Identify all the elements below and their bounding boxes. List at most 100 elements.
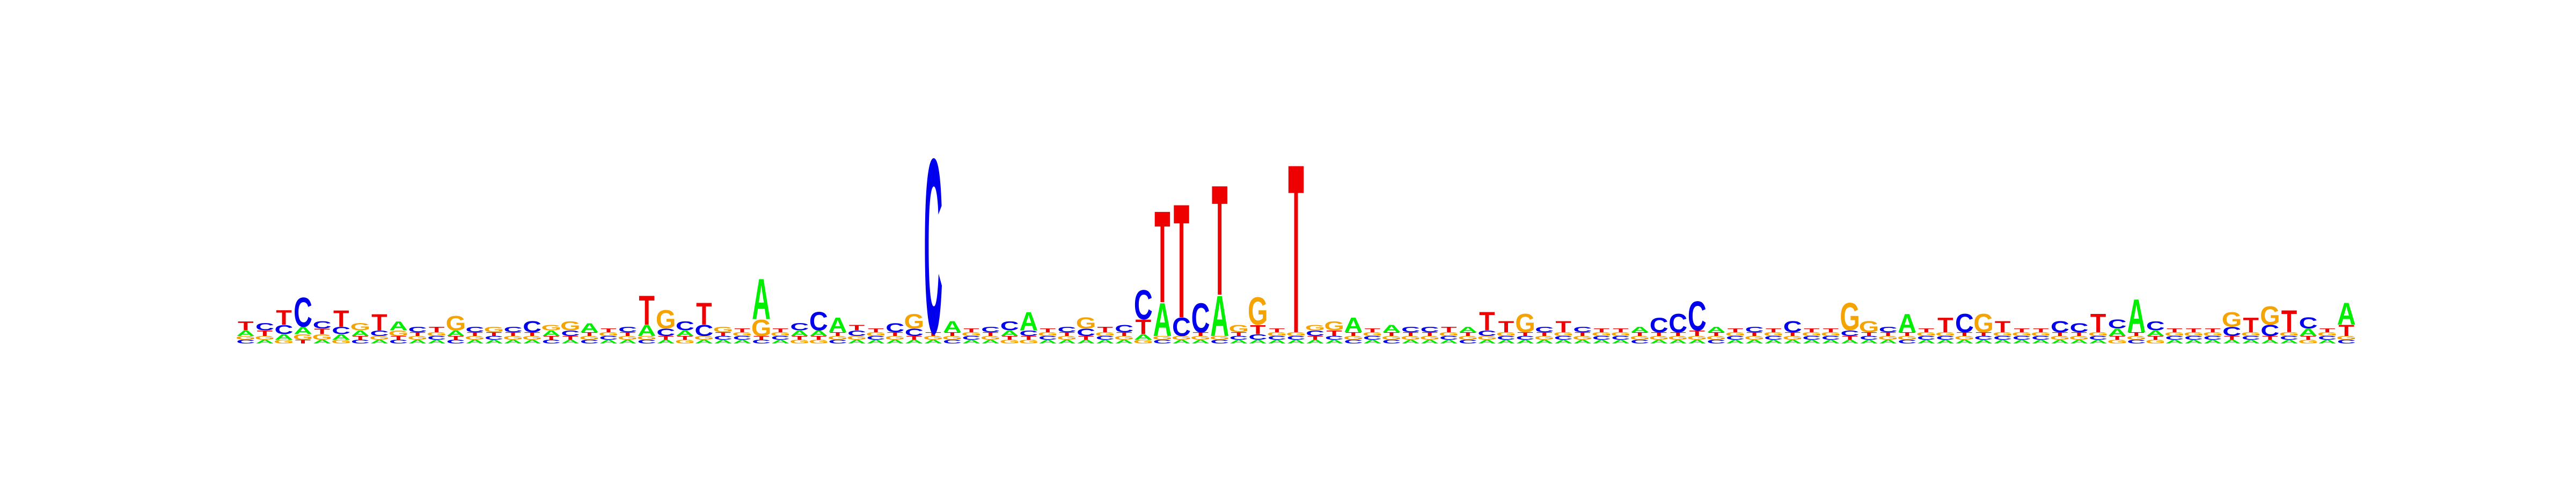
logo-letter-T: T: [2319, 327, 2335, 333]
logo-letter-C: C: [1841, 329, 1860, 338]
logo-letter-G: G: [1419, 335, 1440, 341]
logo-letter-T: T: [1689, 329, 1706, 338]
logo-letter-T: T: [2148, 335, 2163, 341]
logo-letter-G: G: [770, 331, 791, 337]
logo-letter-C: C: [1802, 335, 1821, 341]
logo-letter-C: C: [2242, 335, 2260, 341]
logo-letter-T: T: [2205, 327, 2220, 333]
logo-letter-A: A: [1477, 339, 1496, 345]
logo-letter-C: C: [1096, 335, 1115, 341]
logo-letter-T: T: [1192, 331, 1208, 337]
logo-letter-T: T: [658, 335, 674, 341]
logo-letter-A: A: [1382, 323, 1401, 334]
logo-letter-G: G: [1993, 331, 2013, 337]
logo-letter-T: T: [582, 331, 597, 337]
logo-letter-A: A: [2242, 339, 2260, 345]
logo-letter-G: G: [1515, 309, 1535, 338]
logo-letter-A: A: [618, 339, 637, 345]
logo-letter-T: T: [1555, 318, 1571, 335]
logo-letter-G: G: [1668, 335, 1688, 341]
logo-letter-C: C: [1554, 335, 1573, 341]
logo-letter-C: C: [2070, 320, 2089, 335]
logo-letter-A: A: [389, 319, 408, 333]
logo-letter-C: C: [1077, 326, 1095, 338]
logo-letter-A: A: [332, 333, 350, 341]
logo-letter-T: T: [1040, 327, 1056, 333]
logo-letter-A: A: [1191, 339, 1210, 345]
logo-letter-C: C: [2184, 335, 2203, 341]
logo-letter-C: C: [1268, 335, 1286, 341]
logo-letter-A: A: [2031, 339, 2050, 345]
logo-letter-T: T: [1078, 335, 1094, 341]
logo-letter-A: A: [2070, 339, 2089, 345]
logo-letter-C: C: [1019, 329, 1038, 338]
logo-letter-A: A: [1974, 339, 1993, 345]
logo-letter-A: A: [694, 339, 713, 345]
logo-letter-T: T: [1804, 327, 1819, 333]
logo-letter-C: C: [905, 326, 924, 338]
logo-letter-A: A: [1134, 333, 1153, 341]
logo-letter-A: A: [1688, 339, 1707, 345]
logo-letter-C: C: [2204, 335, 2222, 341]
logo-letter-G: G: [1401, 335, 1421, 341]
logo-letter-C: C: [1115, 323, 1133, 334]
logo-letter-C: C: [752, 339, 771, 345]
logo-letter-C: C: [924, 106, 942, 385]
logo-letter-T: T: [2109, 335, 2125, 341]
logo-letter-T: T: [1365, 327, 1380, 333]
logo-letter-C: C: [2146, 319, 2165, 333]
logo-letter-G: G: [713, 325, 734, 334]
logo-letter-G: G: [1305, 323, 1326, 332]
logo-letter-A: A: [1879, 339, 1898, 345]
logo-letter-G: G: [618, 335, 638, 341]
logo-letter-T: T: [1632, 331, 1648, 337]
logo-letter-T: T: [353, 335, 368, 341]
logo-letter-G: G: [1095, 331, 1115, 337]
logo-letter-T: T: [2014, 327, 2030, 333]
logo-letter-C: C: [1363, 335, 1382, 341]
logo-letter-C: C: [1325, 335, 1344, 341]
logo-letter-T: T: [811, 335, 826, 341]
logo-letter-G: G: [1114, 335, 1135, 341]
logo-letter-A: A: [1058, 339, 1077, 345]
logo-letter-C: C: [981, 325, 1000, 334]
logo-letter-C: C: [1898, 339, 1916, 345]
logo-letter-C: C: [962, 335, 981, 341]
logo-letter-T: T: [1594, 327, 1609, 333]
logo-letter-G: G: [236, 335, 256, 341]
logo-letter-C: C: [1573, 325, 1592, 334]
logo-letter-C: C: [2051, 318, 2069, 335]
logo-letter-T: T: [906, 335, 922, 341]
logo-letter-G: G: [2031, 331, 2051, 337]
logo-letter-C: C: [1153, 339, 1172, 345]
logo-letter-C: C: [1248, 333, 1267, 341]
logo-letter-C: C: [1650, 313, 1668, 337]
logo-letter-A: A: [2222, 339, 2241, 345]
logo-letter-G: G: [445, 312, 466, 335]
logo-letter-T: T: [677, 335, 693, 341]
logo-letter-G: G: [847, 335, 867, 341]
logo-letter-G: G: [541, 323, 561, 332]
logo-letter-C: C: [427, 335, 446, 341]
logo-letter-A: A: [1516, 339, 1535, 345]
